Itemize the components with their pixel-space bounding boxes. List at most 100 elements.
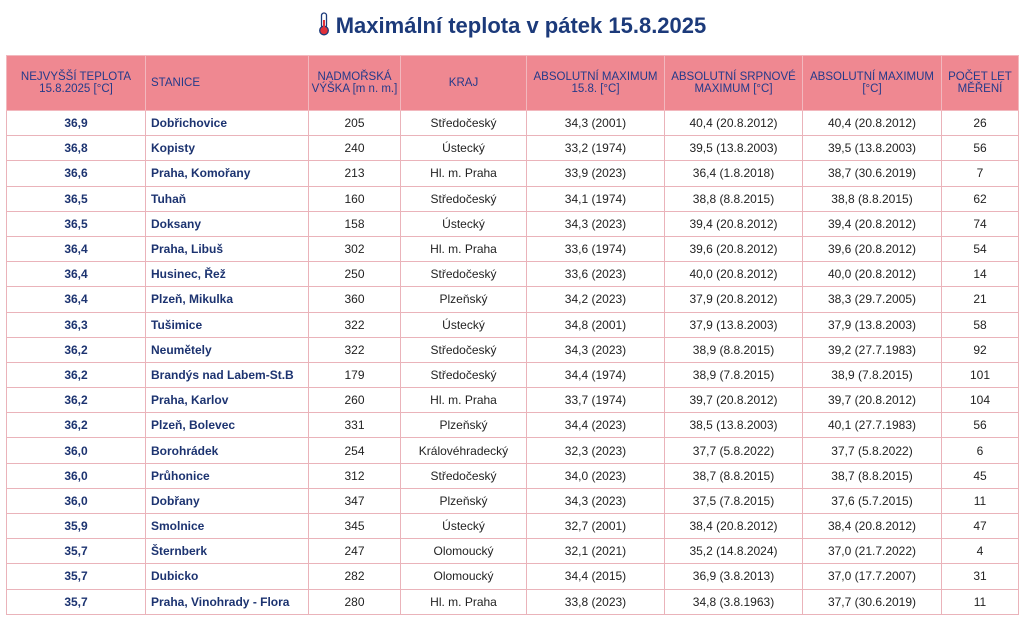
years-cell: 11 xyxy=(941,588,1019,615)
max-temp-cell: 36,0 xyxy=(6,487,146,515)
abs-max-day-cell: 34,3 (2001) xyxy=(526,109,665,137)
abs-max-cell: 39,5 (13.8.2003) xyxy=(802,135,942,162)
abs-max-cell: 38,7 (8.8.2015) xyxy=(802,462,942,489)
abs-august-max-cell: 37,7 (5.8.2022) xyxy=(664,437,803,464)
station-cell: Doksany xyxy=(145,210,309,237)
years-cell: 4 xyxy=(941,538,1019,565)
abs-august-max-cell: 40,0 (20.8.2012) xyxy=(664,261,803,288)
max-temp-cell: 35,7 xyxy=(6,538,146,565)
abs-august-max-cell: 39,4 (20.8.2012) xyxy=(664,210,803,237)
station-cell: Praha, Libuš xyxy=(145,235,309,263)
max-temp-cell: 36,0 xyxy=(6,437,146,464)
abs-august-max-cell: 37,5 (7.8.2015) xyxy=(664,487,803,515)
abs-max-cell: 39,7 (20.8.2012) xyxy=(802,387,942,414)
header-region: KRAJ xyxy=(400,55,527,111)
table-row: 36,2 Plzeň, Bolevec 331 Plzeňský 34,4 (2023)… xyxy=(6,412,1019,439)
max-temp-cell: 36,8 xyxy=(6,135,146,162)
years-cell: 31 xyxy=(941,563,1019,590)
header-altitude: NADMOŘSKÁ VÝŠKA [m n. m.] xyxy=(308,55,401,111)
abs-august-max-cell: 34,8 (3.8.1963) xyxy=(664,588,803,615)
years-cell: 47 xyxy=(941,512,1019,540)
max-temp-cell: 36,4 xyxy=(6,235,146,263)
station-cell: Brandýs nad Labem-St.B xyxy=(145,361,309,389)
altitude-cell: 254 xyxy=(308,437,401,464)
station-cell: Tušimice xyxy=(145,311,309,338)
table-row: 36,2 Brandýs nad Labem-St.B 179 Středočeský… xyxy=(6,361,1019,389)
max-temp-cell: 36,4 xyxy=(6,261,146,288)
abs-august-max-cell: 36,4 (1.8.2018) xyxy=(664,160,803,187)
table-row: 35,7 Šternberk 247 Olomoucký 32,1 (2021) 35,2… xyxy=(6,538,1019,565)
abs-august-max-cell: 38,4 (20.8.2012) xyxy=(664,512,803,540)
abs-max-day-cell: 33,6 (1974) xyxy=(526,235,665,263)
years-cell: 14 xyxy=(941,261,1019,288)
table-row: 36,6 Praha, Komořany 213 Hl. m. Praha 33,9 (… xyxy=(6,160,1019,187)
table-row: 36,4 Praha, Libuš 302 Hl. m. Praha 33,6 (197… xyxy=(6,235,1019,263)
table-row: 36,2 Praha, Karlov 260 Hl. m. Praha 33,7 (19… xyxy=(6,387,1019,414)
altitude-cell: 179 xyxy=(308,361,401,389)
altitude-cell: 347 xyxy=(308,487,401,515)
table-row: 36,4 Plzeň, Mikulka 360 Plzeňský 34,2 (2023)… xyxy=(6,286,1019,313)
altitude-cell: 331 xyxy=(308,412,401,439)
years-cell: 56 xyxy=(941,412,1019,439)
region-cell: Středočeský xyxy=(400,261,527,288)
station-cell: Průhonice xyxy=(145,462,309,489)
abs-max-day-cell: 34,3 (2023) xyxy=(526,336,665,363)
altitude-cell: 322 xyxy=(308,336,401,363)
max-temp-cell: 36,5 xyxy=(6,210,146,237)
years-cell: 101 xyxy=(941,361,1019,389)
header-row: NEJVYŠŠÍ TEPLOTA 15.8.2025 [°C] STANICE … xyxy=(6,55,1019,111)
abs-august-max-cell: 39,5 (13.8.2003) xyxy=(664,135,803,162)
region-cell: Ústecký xyxy=(400,135,527,162)
abs-august-max-cell: 38,8 (8.8.2015) xyxy=(664,185,803,212)
abs-max-day-cell: 33,6 (2023) xyxy=(526,261,665,288)
table-row: 35,7 Dubicko 282 Olomoucký 34,4 (2015) 36,9 (… xyxy=(6,563,1019,590)
years-cell: 54 xyxy=(941,235,1019,263)
max-temp-cell: 36,2 xyxy=(6,361,146,389)
abs-august-max-cell: 38,7 (8.8.2015) xyxy=(664,462,803,489)
abs-max-cell: 38,9 (7.8.2015) xyxy=(802,361,942,389)
table-row: 36,5 Doksany 158 Ústecký 34,3 (2023) 39,4 (20… xyxy=(6,210,1019,237)
thermometer-icon xyxy=(318,12,329,36)
station-cell: Plzeň, Mikulka xyxy=(145,286,309,313)
abs-august-max-cell: 38,5 (13.8.2003) xyxy=(664,412,803,439)
years-cell: 11 xyxy=(941,487,1019,515)
abs-max-day-cell: 34,4 (1974) xyxy=(526,361,665,389)
abs-max-day-cell: 34,1 (1974) xyxy=(526,185,665,212)
abs-max-day-cell: 32,3 (2023) xyxy=(526,437,665,464)
header-station: STANICE xyxy=(145,55,309,111)
years-cell: 26 xyxy=(941,109,1019,137)
region-cell: Středočeský xyxy=(400,361,527,389)
abs-august-max-cell: 36,9 (3.8.2013) xyxy=(664,563,803,590)
region-cell: Ústecký xyxy=(400,512,527,540)
abs-max-day-cell: 32,1 (2021) xyxy=(526,538,665,565)
station-cell: Neumětely xyxy=(145,336,309,363)
region-cell: Hl. m. Praha xyxy=(400,588,527,615)
table-row: 36,0 Borohrádek 254 Královéhradecký 32,3 (20… xyxy=(6,437,1019,464)
abs-max-day-cell: 33,9 (2023) xyxy=(526,160,665,187)
station-cell: Kopisty xyxy=(145,135,309,162)
table-row: 36,5 Tuhaň 160 Středočeský 34,1 (1974) 38,8 (… xyxy=(6,185,1019,212)
region-cell: Plzeňský xyxy=(400,286,527,313)
region-cell: Hl. m. Praha xyxy=(400,160,527,187)
region-cell: Královéhradecký xyxy=(400,437,527,464)
max-temp-cell: 35,7 xyxy=(6,588,146,615)
abs-max-cell: 37,7 (5.8.2022) xyxy=(802,437,942,464)
abs-max-cell: 38,3 (29.7.2005) xyxy=(802,286,942,313)
abs-max-cell: 40,0 (20.8.2012) xyxy=(802,261,942,288)
station-cell: Dubicko xyxy=(145,563,309,590)
altitude-cell: 158 xyxy=(308,210,401,237)
max-temp-cell: 35,9 xyxy=(6,512,146,540)
station-cell: Tuhaň xyxy=(145,185,309,212)
region-cell: Středočeský xyxy=(400,185,527,212)
max-temp-cell: 36,2 xyxy=(6,412,146,439)
years-cell: 62 xyxy=(941,185,1019,212)
table-row: 36,9 Dobřichovice 205 Středočeský 34,3 (2001… xyxy=(6,109,1019,137)
abs-max-cell: 37,7 (30.6.2019) xyxy=(802,588,942,615)
station-cell: Šternberk xyxy=(145,538,309,565)
temperature-table: NEJVYŠŠÍ TEPLOTA 15.8.2025 [°C] STANICE … xyxy=(6,55,1019,615)
abs-max-cell: 39,2 (27.7.1983) xyxy=(802,336,942,363)
abs-max-day-cell: 34,3 (2023) xyxy=(526,210,665,237)
max-temp-cell: 36,4 xyxy=(6,286,146,313)
max-temp-cell: 35,7 xyxy=(6,563,146,590)
max-temp-cell: 36,0 xyxy=(6,462,146,489)
